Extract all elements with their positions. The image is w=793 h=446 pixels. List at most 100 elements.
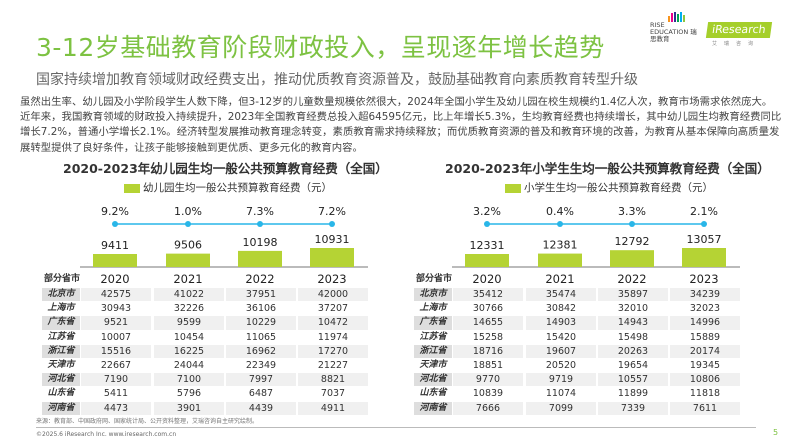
table-year-header: 2021 [173,272,203,286]
table-cell: 30842 [545,303,577,315]
table-row: 北京市 42575 41022 37951 42000 [42,288,368,302]
table-cell: 10454 [173,331,205,343]
table-primary: 部分省市 2020 2021 2022 2023 北京市 35412 35474 35897 34… [414,272,740,415]
growth-point [701,221,707,227]
bar [538,253,582,267]
table-kindergarten: 部分省市 2020 2021 2022 2023 北京市 42575 41022 37951 42… [42,272,368,415]
iresearch-logo: iResearch [705,22,772,38]
row-label: 广东省 [42,316,80,330]
legend-label: 幼儿园生均一般公共预算教育经费（元） [143,182,332,194]
table-cell: 11899 [617,388,649,400]
table-cell: 15498 [617,331,649,343]
table-row: 广东省 14655 14903 14943 14996 [414,316,740,330]
table-cell: 20263 [598,344,668,358]
table-cell: 32226 [173,303,205,315]
row-label: 河南省 [414,401,452,415]
table-row: 山东省 10839 11074 11899 11818 [414,387,724,400]
row-label: 浙江省 [414,344,452,358]
table-row: 山东省 5411 5796 6487 7037 [42,387,352,400]
bar-chart-primary: 12331 3.2% 12381 0.4% 12792 3.3% 13057 2.1% [442,196,742,271]
table-row: 河南省 7666 7099 7339 7611 [414,401,740,415]
table-row: 天津市 18851 20520 19654 19345 [414,359,724,372]
growth-label: 0.4% [546,205,574,218]
source-note: 来源：教育部、中国政府网、国家统计局、公开资料整理，艾瑞咨询自主研究绘制。 [36,418,259,425]
bar [682,248,726,267]
table-cell: 6487 [248,388,274,400]
growth-label: 2.1% [690,205,718,218]
table-cell: 15516 [81,344,151,358]
bar-value-label: 9411 [101,239,129,252]
table-cell: 22349 [245,360,277,371]
table-cell: 10839 [472,388,504,400]
legend-kindergarten: 幼儿园生均一般公共预算教育经费（元） [124,182,332,194]
table-cell: 34239 [670,288,740,302]
table-cell: 18851 [472,360,504,371]
table-cell: 18716 [453,344,523,358]
table-cell: 9770 [453,373,523,387]
table-cell: 4473 [81,401,151,415]
chart-title-primary: 2020-2023年小学生生均一般公共预算教育经费（全国） [445,161,770,176]
bar-value-label: 12792 [615,235,650,248]
table-cell: 32010 [617,303,649,315]
table-row: 浙江省 18716 19607 20263 20174 [414,344,740,358]
table-cell: 3901 [154,401,224,415]
table-cell: 30943 [100,303,132,315]
table-cell: 7190 [81,373,151,387]
bar-value-label: 9506 [174,239,202,252]
rise-logo-bars [668,12,698,22]
table-cell: 37951 [226,288,296,302]
table-year-header: 2023 [689,272,719,286]
table-cell: 19654 [617,360,649,371]
table-row: 河北省 7190 7100 7997 8821 [42,373,368,387]
table-cell: 9521 [81,316,151,330]
table-year-header: 2021 [545,272,575,286]
table-row: 上海市 30766 30842 32010 32023 [414,302,724,315]
table-cell: 10557 [598,373,668,387]
table-cell: 16225 [154,344,224,358]
table-cell: 17270 [298,344,368,358]
growth-point [557,221,563,227]
table-cell: 10472 [298,316,368,330]
table-cell: 14903 [526,316,596,330]
table-cell: 7611 [670,401,740,415]
table-cell: 14655 [453,316,523,330]
legend-swatch [124,183,140,193]
iresearch-logo-cn: 艾瑞咨询 [712,41,761,47]
growth-label: 7.3% [246,205,274,218]
table-year-header: 2020 [100,272,130,286]
table-cell: 35897 [598,288,668,302]
row-label: 河北省 [42,373,80,387]
table-year-header: 2023 [317,272,347,286]
row-label: 山东省 [419,388,447,399]
row-label: 天津市 [419,360,447,370]
row-label: 河南省 [42,401,80,415]
page-title: 3-12岁基础教育阶段财政投入，呈现逐年增长趋势 [36,33,605,62]
table-cell: 36106 [245,303,277,315]
table-cell: 42000 [298,288,368,302]
table-year-header: 2022 [245,272,275,286]
growth-point [185,221,191,227]
table-cell: 15258 [472,331,504,343]
legend-primary: 小学生生均一般公共预算教育经费（元） [505,182,713,194]
table-cell: 30766 [472,303,504,315]
row-label: 山东省 [47,388,75,399]
table-cell: 11974 [317,331,349,343]
bar-chart-kindergarten: 9411 9.2% 9506 1.0% 10198 7.3% 10931 7.2% [70,196,370,271]
bar [166,253,210,267]
table-cell: 16962 [226,344,296,358]
bar-value-label: 12331 [470,239,505,252]
table-header-label: 部分省市 [44,274,81,284]
table-cell: 4911 [298,401,368,415]
table-cell: 7037 [320,388,346,400]
table-row: 河北省 9770 9719 10557 10806 [414,373,740,387]
table-cell: 19345 [689,360,721,371]
table-cell: 7997 [226,373,296,387]
table-cell: 7339 [598,401,668,415]
bar [465,254,509,267]
footer-divider [36,427,756,428]
table-row: 上海市 30943 32226 36106 37207 [42,302,352,315]
chart-svg: 9411 9.2% 9506 1.0% 10198 7.3% 10931 7.2% [80,205,368,268]
row-label: 江苏省 [47,331,75,342]
chart-svg: 12331 3.2% 12381 0.4% 12792 3.3% 13057 2.1% [452,205,740,268]
table-cell: 5411 [103,388,129,400]
